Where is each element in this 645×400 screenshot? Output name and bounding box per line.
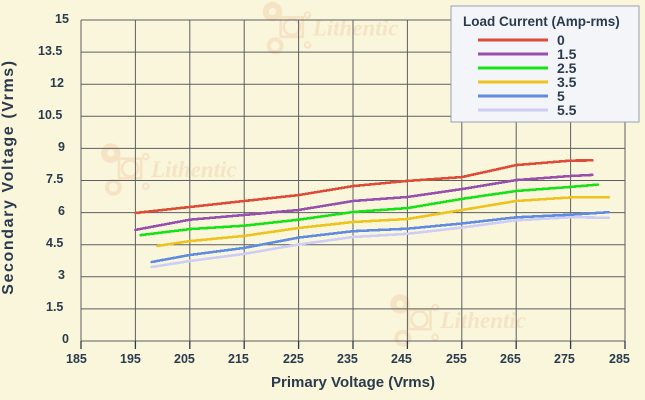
svg-text:Load Current (Amp-rms): Load Current (Amp-rms) [463, 14, 620, 29]
svg-text:Lithentic: Lithentic [150, 157, 237, 182]
svg-text:5.5: 5.5 [557, 102, 577, 118]
svg-text:Lithentic: Lithentic [439, 308, 526, 333]
svg-text:Lithentic: Lithentic [312, 16, 399, 41]
